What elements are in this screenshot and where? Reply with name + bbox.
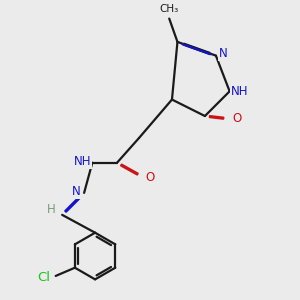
- Text: H: H: [47, 203, 56, 216]
- Text: O: O: [146, 171, 154, 184]
- Text: NH: NH: [74, 155, 92, 168]
- Text: N: N: [219, 47, 228, 60]
- Text: N: N: [72, 185, 81, 198]
- Text: O: O: [232, 112, 242, 125]
- Text: NH: NH: [231, 85, 249, 98]
- Text: CH₃: CH₃: [160, 4, 179, 14]
- Text: Cl: Cl: [38, 271, 51, 284]
